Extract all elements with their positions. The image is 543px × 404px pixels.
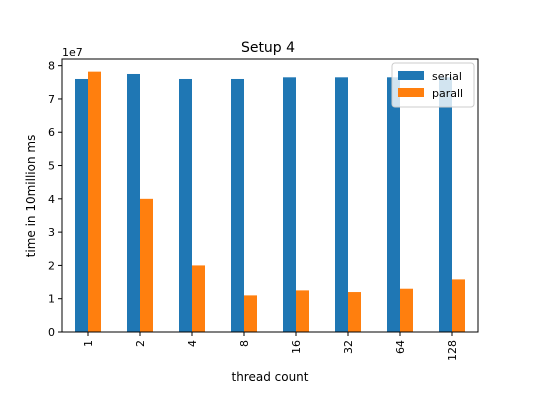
plot-frame (61, 58, 479, 333)
y-tick-label: 4 (48, 193, 55, 206)
chart-title: Setup 4 (241, 40, 295, 56)
x-tick-label: 8 (238, 340, 251, 347)
bars-group (75, 71, 465, 333)
x-ticks-group: 1 2 4 8 16 32 64 128 (82, 332, 459, 361)
x-axis-label: thread count (231, 370, 308, 384)
y-ticks-group: 0 1 2 3 4 5 6 7 8 (48, 60, 62, 339)
bar-parall-8 (244, 295, 257, 332)
y-tick-label: 5 (48, 160, 55, 173)
y-axis-offset-text: 1e7 (62, 46, 83, 59)
x-tick-label: 2 (134, 340, 147, 347)
x-tick-label: 4 (186, 340, 199, 347)
bar-parall-2 (140, 198, 153, 332)
y-tick-label: 8 (48, 60, 55, 73)
bar-parall-1 (88, 71, 101, 333)
x-tick-label: 128 (446, 340, 459, 361)
bar-parall-32 (348, 292, 361, 332)
y-tick-label: 0 (48, 326, 55, 339)
bar-serial-2 (127, 73, 140, 333)
bar-parall-64 (400, 288, 413, 332)
legend-swatch-parall (398, 88, 424, 97)
x-tick-label: 16 (290, 340, 303, 354)
x-tick-label: 32 (342, 340, 355, 354)
bar-serial-8 (231, 78, 244, 332)
legend: serial parall (391, 62, 475, 108)
bar-serial-128 (439, 77, 452, 332)
bar-parall-4 (192, 265, 205, 332)
bar-serial-4 (179, 78, 192, 332)
bar-serial-16 (283, 77, 296, 332)
bar-serial-1 (75, 78, 88, 332)
y-tick-label: 2 (48, 259, 55, 272)
y-tick-label: 3 (48, 226, 55, 239)
bar-serial-32 (335, 77, 348, 332)
legend-label-serial: serial (432, 70, 462, 83)
bar-parall-16 (296, 290, 309, 332)
legend-swatch-serial (398, 71, 424, 80)
y-tick-label: 1 (48, 293, 55, 306)
y-axis-label: time in 10million ms (24, 135, 38, 258)
legend-label-parall: parall (432, 87, 463, 100)
x-tick-label: 1 (82, 340, 95, 347)
y-tick-label: 6 (48, 126, 55, 139)
bar-serial-64 (387, 77, 400, 332)
x-tick-label: 64 (394, 340, 407, 354)
bar-parall-128 (452, 279, 465, 332)
y-tick-label: 7 (48, 93, 55, 106)
